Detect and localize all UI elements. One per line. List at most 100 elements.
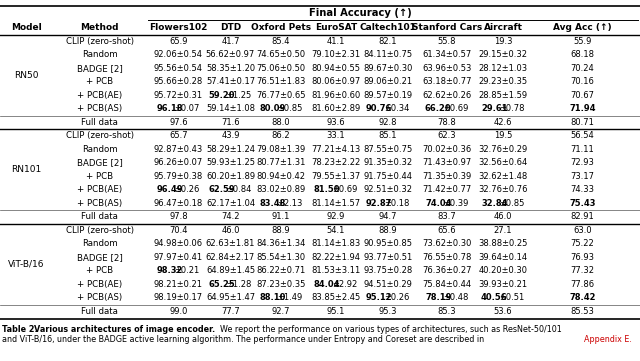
Text: 88.9: 88.9 bbox=[272, 226, 291, 235]
Text: 59.93±1.25: 59.93±1.25 bbox=[206, 158, 255, 167]
Text: 79.10±2.31: 79.10±2.31 bbox=[312, 50, 360, 59]
Text: 92.9: 92.9 bbox=[327, 212, 345, 221]
Text: ±0.85: ±0.85 bbox=[277, 104, 303, 113]
Text: 90.95±0.85: 90.95±0.85 bbox=[364, 239, 413, 248]
Text: 74.33: 74.33 bbox=[570, 185, 595, 194]
Text: ViT-B/16: ViT-B/16 bbox=[8, 260, 45, 269]
Text: ±2.92: ±2.92 bbox=[332, 280, 357, 289]
Text: 92.87: 92.87 bbox=[366, 199, 392, 208]
Text: 83.48: 83.48 bbox=[259, 199, 285, 208]
Text: ±1.28: ±1.28 bbox=[227, 280, 252, 289]
Text: 98.19±0.17: 98.19±0.17 bbox=[154, 293, 203, 302]
Text: 92.06±0.54: 92.06±0.54 bbox=[154, 50, 203, 59]
Text: + PCB(AE): + PCB(AE) bbox=[77, 185, 122, 194]
Text: 96.26±0.07: 96.26±0.07 bbox=[154, 158, 203, 167]
Text: 97.8: 97.8 bbox=[169, 212, 188, 221]
Text: 81.14±1.83: 81.14±1.83 bbox=[312, 239, 360, 248]
Text: 32.76±0.29: 32.76±0.29 bbox=[478, 145, 527, 154]
Text: 38.88±0.25: 38.88±0.25 bbox=[478, 239, 528, 248]
Text: 68.18: 68.18 bbox=[570, 50, 595, 59]
Text: 95.66±0.28: 95.66±0.28 bbox=[154, 77, 203, 86]
Text: 86.2: 86.2 bbox=[272, 131, 291, 140]
Text: 79.08±1.39: 79.08±1.39 bbox=[257, 145, 306, 154]
Text: 97.6: 97.6 bbox=[169, 118, 188, 127]
Text: Full data: Full data bbox=[81, 118, 118, 127]
Text: 33.1: 33.1 bbox=[326, 131, 346, 140]
Text: 93.75±0.28: 93.75±0.28 bbox=[364, 266, 413, 275]
Text: 96.49: 96.49 bbox=[157, 185, 183, 194]
Text: 83.85±2.45: 83.85±2.45 bbox=[312, 293, 360, 302]
Text: 29.61: 29.61 bbox=[481, 104, 508, 113]
Text: 78.8: 78.8 bbox=[438, 118, 456, 127]
Text: + PCB: + PCB bbox=[86, 77, 113, 86]
Text: 82.1: 82.1 bbox=[379, 37, 397, 46]
Text: Method: Method bbox=[80, 23, 119, 32]
Text: 85.3: 85.3 bbox=[438, 307, 456, 316]
Text: 62.84±2.17: 62.84±2.17 bbox=[206, 253, 255, 262]
Text: 95.3: 95.3 bbox=[379, 307, 397, 316]
Text: ±0.85: ±0.85 bbox=[499, 199, 524, 208]
Text: 89.06±0.21: 89.06±0.21 bbox=[364, 77, 413, 86]
Text: 95.72±0.31: 95.72±0.31 bbox=[154, 91, 203, 100]
Text: 74.04: 74.04 bbox=[425, 199, 451, 208]
Text: 27.1: 27.1 bbox=[493, 226, 512, 235]
Text: ±0.07: ±0.07 bbox=[175, 104, 200, 113]
Text: 98.32: 98.32 bbox=[157, 266, 183, 275]
Text: 40.56: 40.56 bbox=[481, 293, 508, 302]
Text: 71.35±0.39: 71.35±0.39 bbox=[422, 172, 472, 181]
Text: 19.3: 19.3 bbox=[493, 37, 512, 46]
Text: EuroSAT: EuroSAT bbox=[315, 23, 357, 32]
Text: 55.8: 55.8 bbox=[438, 37, 456, 46]
Text: ±0.21: ±0.21 bbox=[175, 266, 200, 275]
Text: 28.85±1.59: 28.85±1.59 bbox=[479, 91, 527, 100]
Text: 71.94: 71.94 bbox=[569, 104, 596, 113]
Text: 88.9: 88.9 bbox=[379, 226, 397, 235]
Text: 32.84: 32.84 bbox=[481, 199, 508, 208]
Text: 65.9: 65.9 bbox=[169, 37, 188, 46]
Text: BADGE [2]: BADGE [2] bbox=[77, 158, 122, 167]
Text: 95.79±0.38: 95.79±0.38 bbox=[154, 172, 203, 181]
Text: 92.51±0.32: 92.51±0.32 bbox=[364, 185, 413, 194]
Text: 87.23±0.35: 87.23±0.35 bbox=[256, 280, 306, 289]
Text: + PCB: + PCB bbox=[86, 266, 113, 275]
Text: 81.14±1.57: 81.14±1.57 bbox=[312, 199, 360, 208]
Text: Oxford Pets: Oxford Pets bbox=[251, 23, 311, 32]
Text: 94.7: 94.7 bbox=[379, 212, 397, 221]
Text: 75.22: 75.22 bbox=[571, 239, 595, 248]
Text: Avg Acc (↑): Avg Acc (↑) bbox=[553, 23, 612, 32]
Text: 59.20: 59.20 bbox=[209, 91, 235, 100]
Text: 32.56±0.64: 32.56±0.64 bbox=[478, 158, 527, 167]
Text: 78.23±2.22: 78.23±2.22 bbox=[312, 158, 360, 167]
Text: Random: Random bbox=[82, 239, 117, 248]
Text: ±1.49: ±1.49 bbox=[277, 293, 302, 302]
Text: 41.7: 41.7 bbox=[221, 37, 240, 46]
Text: ±0.39: ±0.39 bbox=[443, 199, 468, 208]
Text: Full data: Full data bbox=[81, 307, 118, 316]
Text: 28.12±1.03: 28.12±1.03 bbox=[479, 64, 527, 73]
Text: ±0.69: ±0.69 bbox=[332, 185, 357, 194]
Text: 42.6: 42.6 bbox=[493, 118, 512, 127]
Text: 63.18±0.77: 63.18±0.77 bbox=[422, 77, 472, 86]
Text: 94.51±0.29: 94.51±0.29 bbox=[364, 280, 412, 289]
Text: 95.1: 95.1 bbox=[327, 307, 345, 316]
Text: 80.94±0.42: 80.94±0.42 bbox=[257, 172, 305, 181]
Text: 94.98±0.06: 94.98±0.06 bbox=[154, 239, 203, 248]
Text: 32.76±0.76: 32.76±0.76 bbox=[478, 185, 528, 194]
Text: 76.51±1.83: 76.51±1.83 bbox=[256, 77, 306, 86]
Text: 91.1: 91.1 bbox=[272, 212, 290, 221]
Text: Random: Random bbox=[82, 50, 117, 59]
Text: 59.14±1.08: 59.14±1.08 bbox=[206, 104, 255, 113]
Text: 70.67: 70.67 bbox=[570, 91, 595, 100]
Text: Various architectures of image encoder.: Various architectures of image encoder. bbox=[34, 325, 215, 334]
Text: Final Accuracy (↑): Final Accuracy (↑) bbox=[309, 9, 412, 18]
Text: 78.42: 78.42 bbox=[569, 293, 596, 302]
Text: 53.6: 53.6 bbox=[493, 307, 512, 316]
Text: 89.67±0.30: 89.67±0.30 bbox=[364, 64, 413, 73]
Text: 29.15±0.32: 29.15±0.32 bbox=[479, 50, 527, 59]
Text: 77.21±4.13: 77.21±4.13 bbox=[312, 145, 360, 154]
Text: 46.0: 46.0 bbox=[221, 226, 240, 235]
Text: 93.6: 93.6 bbox=[326, 118, 346, 127]
Text: Random: Random bbox=[82, 145, 117, 154]
Text: 75.43: 75.43 bbox=[569, 199, 596, 208]
Text: 75.06±0.50: 75.06±0.50 bbox=[257, 64, 305, 73]
